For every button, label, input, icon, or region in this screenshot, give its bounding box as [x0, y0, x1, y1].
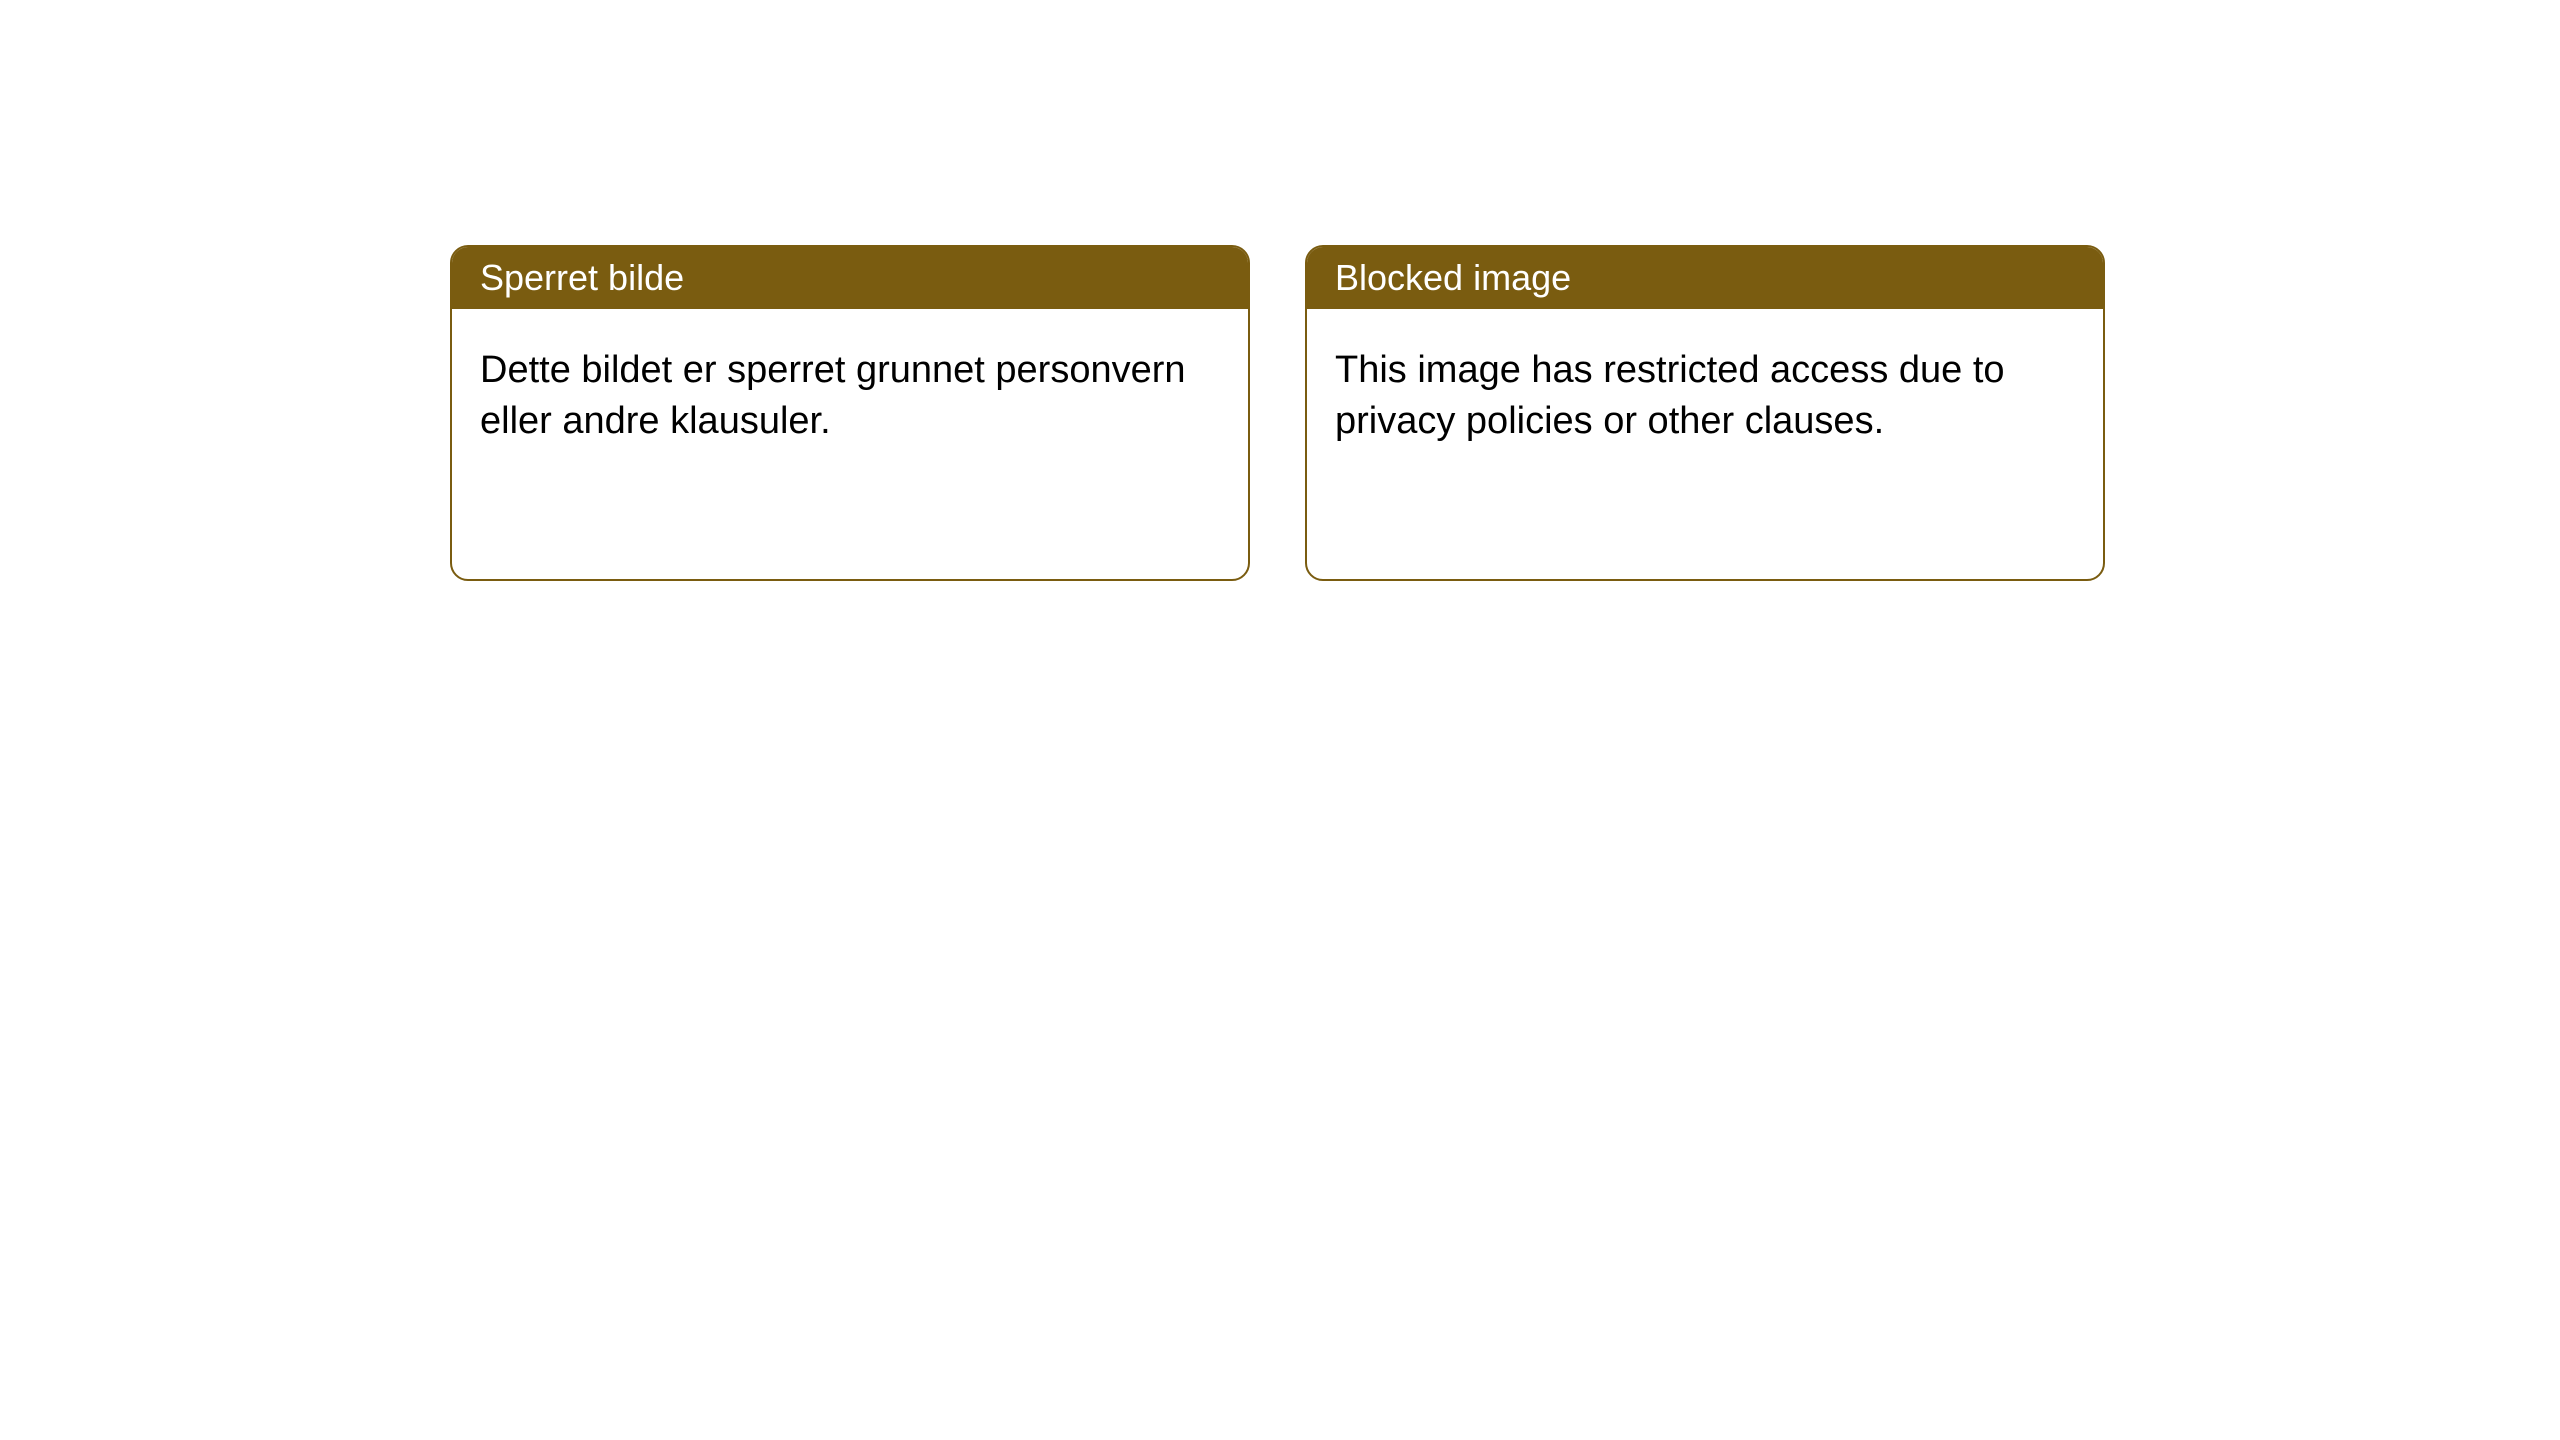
card-title: Blocked image	[1335, 257, 1571, 298]
card-title: Sperret bilde	[480, 257, 684, 298]
notice-card-english: Blocked image This image has restricted …	[1305, 245, 2105, 581]
card-header: Sperret bilde	[452, 247, 1248, 309]
card-message: Dette bildet er sperret grunnet personve…	[480, 349, 1186, 442]
card-message: This image has restricted access due to …	[1335, 349, 2005, 442]
card-body: Dette bildet er sperret grunnet personve…	[452, 309, 1248, 579]
card-header: Blocked image	[1307, 247, 2103, 309]
notice-container: Sperret bilde Dette bildet er sperret gr…	[450, 245, 2105, 581]
notice-card-norwegian: Sperret bilde Dette bildet er sperret gr…	[450, 245, 1250, 581]
card-body: This image has restricted access due to …	[1307, 309, 2103, 579]
